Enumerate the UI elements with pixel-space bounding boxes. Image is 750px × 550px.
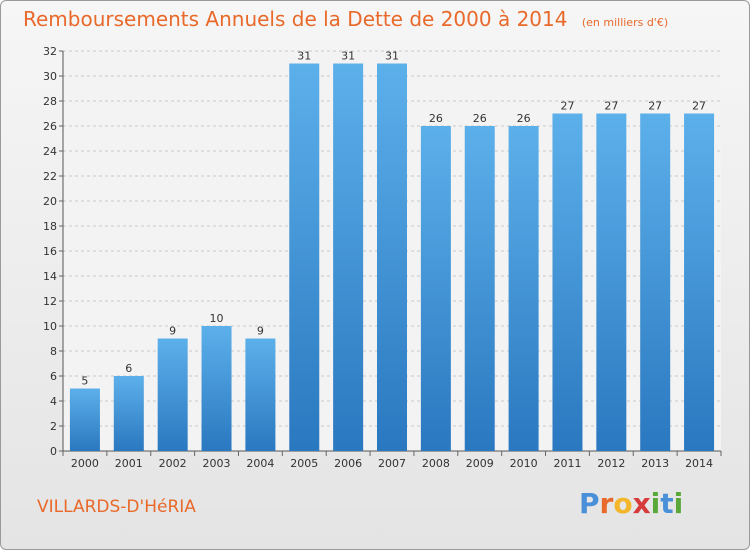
y-tick-label: 6: [50, 370, 57, 383]
y-tick-label: 2: [50, 420, 57, 433]
bar-2008: [420, 126, 451, 451]
bar-2012: [596, 113, 627, 451]
bar-2011: [552, 113, 583, 451]
data-label: 9: [257, 325, 264, 338]
x-tick-label: 2012: [597, 457, 625, 470]
proxiti-logo: Proxiti: [579, 487, 683, 520]
y-tick-label: 28: [43, 95, 57, 108]
x-tick-label: 2004: [246, 457, 274, 470]
data-label: 5: [81, 375, 88, 388]
y-tick-label: 10: [43, 320, 57, 333]
x-tick-label: 2006: [334, 457, 362, 470]
bar-2000: [69, 388, 100, 451]
y-tick-label: 24: [43, 145, 57, 158]
x-tick-label: 2002: [159, 457, 187, 470]
y-tick-label: 32: [43, 45, 57, 58]
bar-2002: [157, 338, 188, 451]
bar-2004: [245, 338, 276, 451]
x-tick-label: 2008: [422, 457, 450, 470]
data-label: 9: [169, 325, 176, 338]
bar-2005: [289, 63, 320, 451]
y-tick-label: 18: [43, 220, 57, 233]
y-tick-label: 22: [43, 170, 57, 183]
bar-2010: [508, 126, 539, 451]
bar-2013: [640, 113, 671, 451]
data-label: 27: [692, 100, 706, 113]
x-tick-label: 2003: [203, 457, 231, 470]
x-tick-label: 2011: [553, 457, 581, 470]
bar-2003: [201, 326, 232, 451]
x-tick-label: 2014: [685, 457, 713, 470]
data-label: 26: [473, 112, 487, 125]
data-label: 31: [297, 50, 311, 63]
logo-letter: x: [632, 487, 651, 520]
data-label: 27: [648, 100, 662, 113]
x-tick-label: 2009: [466, 457, 494, 470]
chart-title: Remboursements Annuels de la Dette de 20…: [23, 7, 668, 31]
logo-letter: i: [673, 487, 684, 520]
data-label: 27: [560, 100, 574, 113]
x-tick-label: 2013: [641, 457, 669, 470]
x-tick-label: 2007: [378, 457, 406, 470]
commune-name: VILLARDS-D'HéRIA: [37, 497, 196, 517]
logo-letter: r: [599, 487, 614, 520]
logo-letter: t: [660, 487, 674, 520]
chart-title-text: Remboursements Annuels de la Dette de 20…: [23, 7, 568, 31]
x-tick-label: 2001: [115, 457, 143, 470]
y-tick-label: 20: [43, 195, 57, 208]
x-tick-label: 2010: [510, 457, 538, 470]
y-tick-label: 0: [50, 445, 57, 458]
x-tick-label: 2000: [71, 457, 99, 470]
data-label: 6: [125, 362, 132, 375]
bar-2001: [113, 376, 144, 451]
y-tick-label: 30: [43, 70, 57, 83]
y-tick-label: 8: [50, 345, 57, 358]
y-tick-label: 12: [43, 295, 57, 308]
bar-2006: [333, 63, 364, 451]
bar-2014: [684, 113, 715, 451]
y-tick-label: 16: [43, 245, 57, 258]
y-tick-label: 4: [50, 395, 57, 408]
data-label: 31: [385, 50, 399, 63]
bar-2007: [377, 63, 407, 451]
data-label: 26: [517, 112, 531, 125]
bar-2009: [464, 126, 495, 451]
logo-letter: i: [650, 487, 661, 520]
chart-subtitle: (en milliers d'€): [581, 16, 669, 29]
data-label: 31: [341, 50, 355, 63]
x-tick-label: 2005: [290, 457, 318, 470]
logo-letter: o: [613, 487, 633, 520]
logo-letter: P: [579, 487, 600, 520]
y-tick-label: 14: [43, 270, 57, 283]
y-tick-label: 26: [43, 120, 57, 133]
data-label: 26: [429, 112, 443, 125]
data-label: 10: [210, 312, 224, 325]
data-label: 27: [604, 100, 618, 113]
